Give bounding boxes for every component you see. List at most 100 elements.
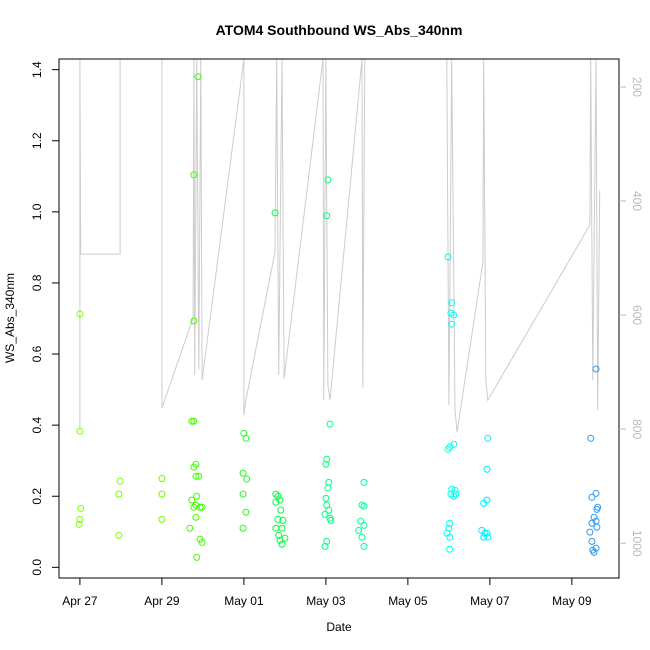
point (190, 503, 198, 511)
y2-tick-label: 1000 (630, 530, 644, 557)
point (190, 417, 198, 425)
point (276, 496, 284, 504)
point (115, 531, 123, 539)
point (322, 494, 330, 502)
point (593, 523, 601, 531)
point (188, 496, 196, 504)
x-tick-label: Apr 29 (144, 594, 180, 608)
point (275, 531, 283, 539)
point (274, 492, 282, 500)
point (75, 520, 83, 528)
point (188, 417, 196, 425)
point (193, 492, 201, 500)
point (448, 485, 456, 493)
point (446, 545, 454, 553)
point (450, 311, 458, 319)
point (278, 540, 286, 548)
point (193, 553, 201, 561)
point (322, 460, 330, 468)
point (239, 469, 247, 477)
point (446, 533, 454, 541)
point (448, 299, 456, 307)
x-tick-label: May 03 (306, 594, 346, 608)
point (76, 310, 84, 318)
x-tick-label: May 09 (552, 594, 592, 608)
point (590, 513, 598, 521)
point (239, 524, 247, 532)
point (116, 477, 124, 485)
y-tick-label: 0.0 (30, 559, 44, 576)
point (190, 317, 198, 325)
point (592, 489, 600, 497)
point (323, 212, 331, 220)
point (446, 443, 454, 451)
y-tick-label: 1.2 (30, 132, 44, 149)
point (324, 176, 332, 184)
point (360, 542, 368, 550)
point (192, 472, 200, 480)
point (190, 171, 198, 179)
y-tick-label: 0.4 (30, 416, 44, 433)
point (360, 478, 368, 486)
plot-area (75, 59, 602, 561)
point (588, 537, 596, 545)
point (484, 434, 492, 442)
point (272, 490, 280, 498)
point (447, 490, 455, 498)
point (326, 420, 334, 428)
x-tick-label: May 07 (470, 594, 510, 608)
point (325, 478, 333, 486)
point (158, 474, 166, 482)
point (158, 490, 166, 498)
point (279, 516, 287, 524)
point (325, 506, 333, 514)
point (278, 524, 286, 532)
y-tick-label: 0.2 (30, 488, 44, 505)
x-tick-label: Apr 27 (62, 594, 98, 608)
x-tick-label: May 01 (224, 594, 264, 608)
point (360, 502, 368, 510)
point (192, 501, 200, 509)
point (76, 427, 84, 435)
point (592, 365, 600, 373)
point (484, 533, 492, 541)
point (480, 533, 488, 541)
plot-frame (58, 58, 620, 579)
point (243, 475, 251, 483)
point (355, 526, 363, 534)
point (271, 209, 279, 217)
point (360, 521, 368, 529)
point (448, 320, 456, 328)
point (588, 519, 596, 527)
point (190, 463, 198, 471)
point (446, 519, 454, 527)
point (327, 516, 335, 524)
point (77, 504, 85, 512)
point (274, 515, 282, 523)
point (321, 542, 329, 550)
point (587, 434, 595, 442)
point (588, 493, 596, 501)
point (483, 465, 491, 473)
point (198, 503, 206, 511)
chart-title: ATOM4 Southbound WS_Abs_340nm (216, 22, 463, 38)
point (590, 548, 598, 556)
point (239, 490, 247, 498)
point (242, 434, 250, 442)
point (277, 506, 285, 514)
point (194, 73, 202, 81)
point (242, 508, 250, 516)
x-tick-label: May 05 (388, 594, 428, 608)
point (321, 510, 329, 518)
point (272, 498, 280, 506)
y-tick-label: 0.8 (30, 274, 44, 291)
point (195, 472, 203, 480)
pressure-line (79, 59, 601, 433)
point (358, 533, 366, 541)
point (480, 499, 488, 507)
point (323, 455, 331, 463)
point (323, 537, 331, 545)
point (198, 538, 206, 546)
